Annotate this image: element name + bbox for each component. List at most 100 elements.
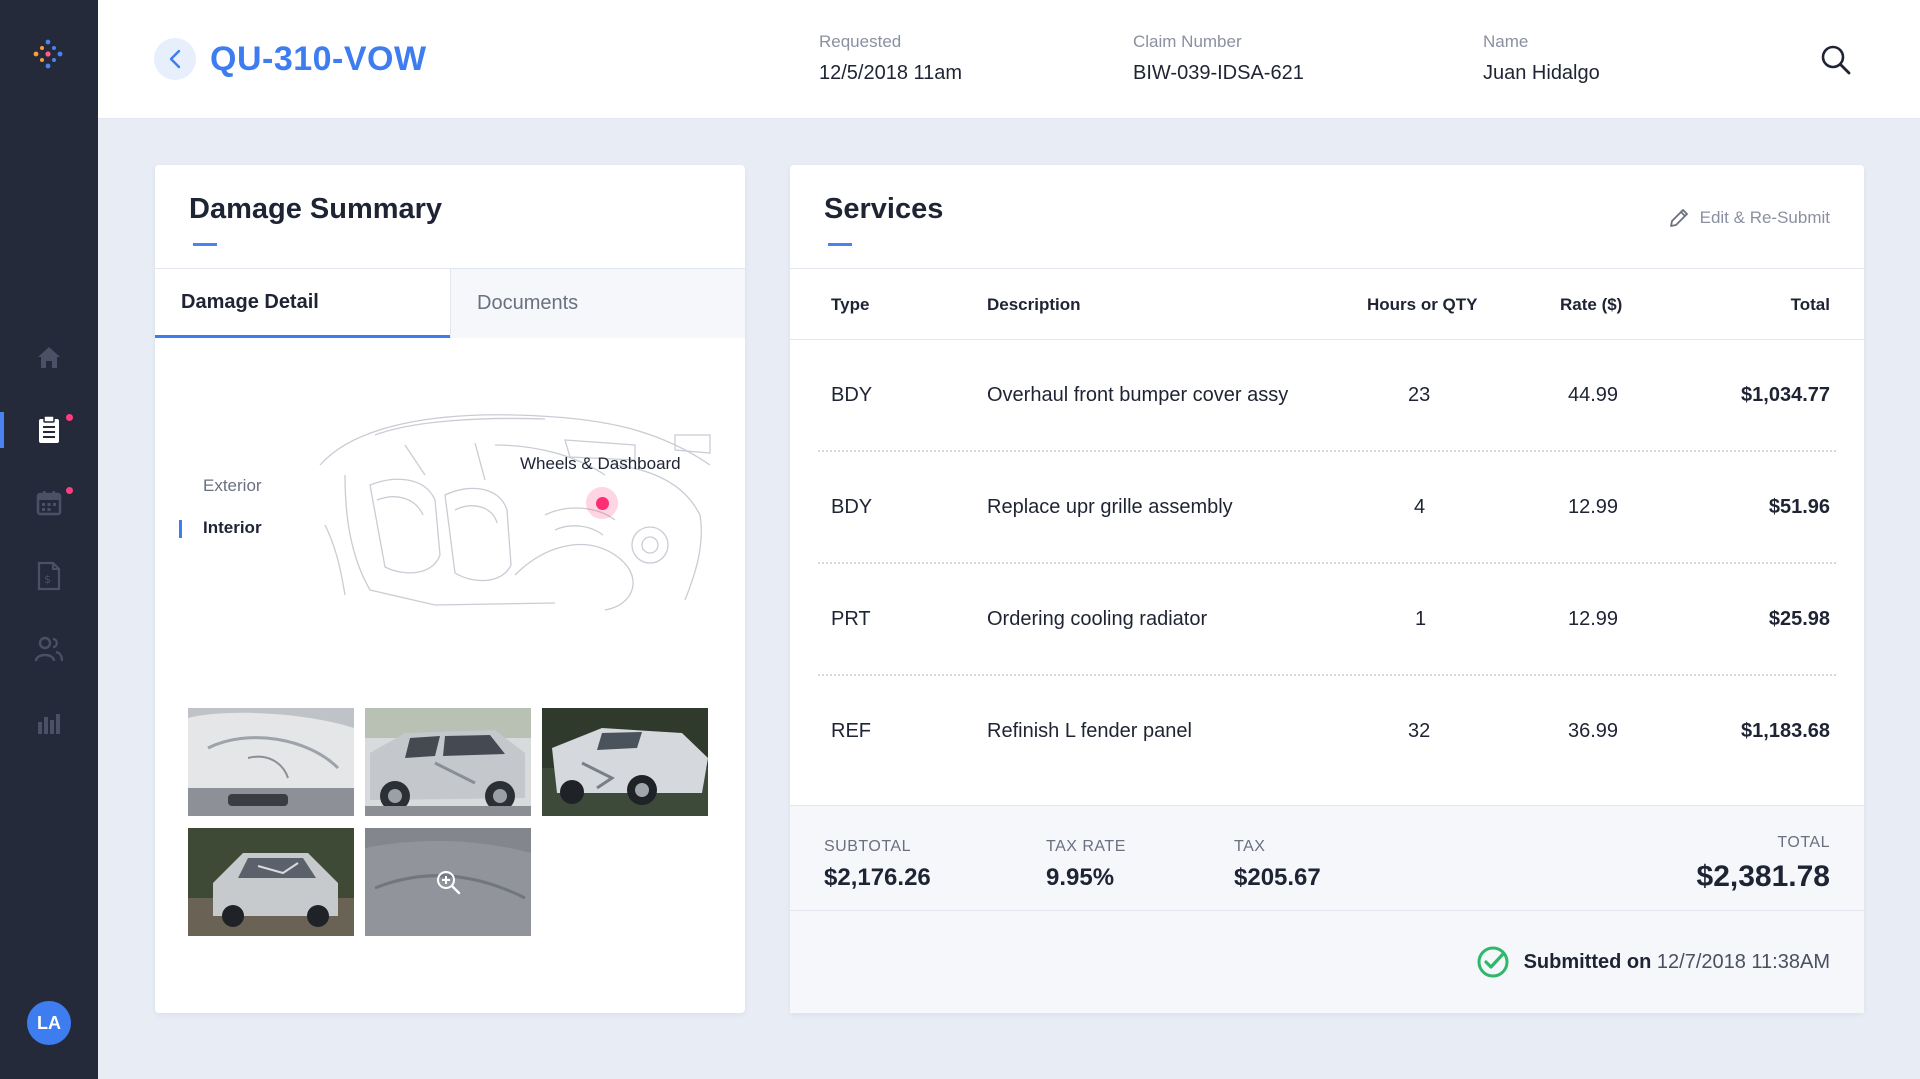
- total-value: $2,381.78: [1696, 860, 1830, 893]
- invoice-icon: $: [37, 561, 61, 591]
- col-hours-qty: Hours or QTY: [1367, 295, 1478, 314]
- svg-text:$: $: [44, 573, 51, 586]
- row-total: $1,183.68: [1741, 720, 1830, 742]
- row-rate: 12.99: [1568, 608, 1619, 630]
- zoom-in-icon[interactable]: [435, 869, 461, 895]
- chevron-left-icon: [169, 49, 181, 69]
- users-icon: [34, 636, 64, 662]
- page-title: QU-310-VOW: [210, 40, 427, 78]
- table-row[interactable]: BDY Replace upr grille assembly 4 12.99 …: [790, 452, 1864, 564]
- tax-rate-value: 9.95%: [1046, 864, 1115, 891]
- row-qty: 4: [1414, 496, 1426, 518]
- hotspot-dot: [595, 496, 609, 510]
- nav-home[interactable]: [0, 327, 98, 387]
- tax-block: TAX $205.67: [1234, 838, 1321, 892]
- row-rate: 36.99: [1568, 720, 1619, 742]
- edit-resubmit-label: Edit & Re-Submit: [1699, 208, 1830, 227]
- row-type: BDY: [831, 384, 873, 406]
- col-description: Description: [987, 295, 1081, 314]
- damage-hotspot[interactable]: [586, 487, 618, 519]
- tab-damage-detail[interactable]: Damage Detail: [155, 269, 450, 338]
- requested-label: Requested: [819, 32, 902, 51]
- row-qty: 23: [1408, 384, 1431, 406]
- row-type: REF: [831, 720, 871, 742]
- damage-summary-title: Damage Summary: [189, 193, 443, 225]
- view-exterior[interactable]: Exterior: [203, 476, 262, 495]
- name-value: Juan Hidalgo: [1483, 62, 1600, 84]
- damage-photo-5[interactable]: [365, 828, 531, 936]
- row-description: Overhaul front bumper cover assy: [987, 384, 1289, 406]
- table-row[interactable]: PRT Ordering cooling radiator 1 12.99 $2…: [790, 564, 1864, 676]
- tax-label: TAX: [1234, 838, 1266, 855]
- car-interior-illustration: [319, 414, 711, 611]
- search-icon[interactable]: [1820, 44, 1852, 76]
- tax-value: $205.67: [1234, 864, 1321, 891]
- requested-meta: Requested 12/5/2018 11am: [819, 32, 962, 85]
- damage-summary-card: Damage Summary Damage Detail Documents E…: [155, 165, 745, 1013]
- row-divider: [818, 450, 1836, 452]
- row-total: $25.98: [1768, 608, 1830, 630]
- damage-photo-3[interactable]: [542, 708, 708, 816]
- edit-resubmit-link[interactable]: Edit & Re-Submit: [1668, 207, 1830, 229]
- tax-rate-block: TAX RATE 9.95%: [1046, 838, 1126, 892]
- table-row[interactable]: BDY Overhaul front bumper cover assy 23 …: [790, 340, 1864, 452]
- row-qty: 1: [1415, 608, 1427, 630]
- damage-photo-1[interactable]: [188, 708, 354, 816]
- title-underline: [828, 243, 852, 246]
- name-label: Name: [1483, 32, 1529, 51]
- nav-calendar[interactable]: [0, 473, 98, 533]
- row-divider: [818, 562, 1836, 564]
- subtotal-label: SUBTOTAL: [824, 838, 911, 855]
- row-description: Replace upr grille assembly: [987, 496, 1233, 518]
- calendar-icon: [36, 491, 62, 516]
- submitted-label: Submitted on: [1523, 950, 1652, 973]
- row-qty: 32: [1408, 720, 1431, 742]
- col-total: Total: [1790, 295, 1830, 314]
- clipboard-icon: [39, 415, 59, 443]
- total-label: TOTAL: [1777, 834, 1830, 851]
- home-icon: [38, 347, 60, 368]
- back-button[interactable]: [154, 38, 196, 80]
- row-description: Ordering cooling radiator: [987, 608, 1208, 630]
- subtotal-block: SUBTOTAL $2,176.26: [824, 838, 931, 892]
- row-rate: 44.99: [1568, 384, 1619, 406]
- nav-invoices[interactable]: $: [0, 546, 98, 606]
- damage-tabs: Damage Detail Documents: [155, 268, 745, 338]
- sidebar: $ LA: [0, 0, 98, 1079]
- subtotal-value: $2,176.26: [824, 864, 931, 891]
- nav-claims[interactable]: [0, 400, 98, 460]
- name-meta: Name Juan Hidalgo: [1483, 32, 1600, 85]
- tax-rate-label: TAX RATE: [1046, 838, 1126, 855]
- row-rate: 12.99: [1568, 496, 1619, 518]
- row-description: Refinish L fender panel: [987, 720, 1192, 742]
- top-header: QU-310-VOW Requested 12/5/2018 11am Clai…: [98, 0, 1920, 119]
- claim-number-label: Claim Number: [1133, 32, 1242, 51]
- row-divider: [818, 674, 1836, 676]
- requested-value: 12/5/2018 11am: [819, 62, 963, 84]
- nav-analytics[interactable]: [0, 692, 98, 752]
- damage-photo-4[interactable]: [188, 828, 354, 936]
- user-avatar[interactable]: LA: [27, 1001, 71, 1045]
- col-type: Type: [831, 295, 870, 314]
- claim-meta: Claim Number BIW-039-IDSA-621: [1133, 32, 1304, 85]
- view-interior[interactable]: Interior: [179, 518, 262, 538]
- claim-number-value: BIW-039-IDSA-621: [1133, 62, 1304, 84]
- row-type: PRT: [831, 608, 871, 630]
- app-logo-icon[interactable]: [30, 36, 66, 72]
- tab-documents[interactable]: Documents: [450, 269, 745, 338]
- hotspot-label: Wheels & Dashboard: [520, 454, 681, 473]
- damage-photo-2[interactable]: [365, 708, 531, 816]
- row-total: $51.96: [1768, 496, 1830, 518]
- submission-status: Submitted on 12/7/2018 11:38AM: [790, 911, 1864, 1013]
- notification-dot: [66, 487, 73, 494]
- row-total: $1,034.77: [1741, 384, 1830, 406]
- nav-users[interactable]: [0, 619, 98, 679]
- analytics-icon: [38, 714, 60, 734]
- pencil-icon: [1669, 209, 1688, 227]
- table-row[interactable]: REF Refinish L fender panel 32 36.99 $1,…: [790, 676, 1864, 788]
- services-title: Services: [824, 193, 944, 225]
- title-underline: [193, 243, 217, 246]
- col-rate: Rate ($): [1560, 295, 1623, 314]
- submitted-date: 12/7/2018 11:38AM: [1656, 950, 1830, 973]
- totals-bar: SUBTOTAL $2,176.26 TAX RATE 9.95% TAX $2…: [790, 805, 1864, 911]
